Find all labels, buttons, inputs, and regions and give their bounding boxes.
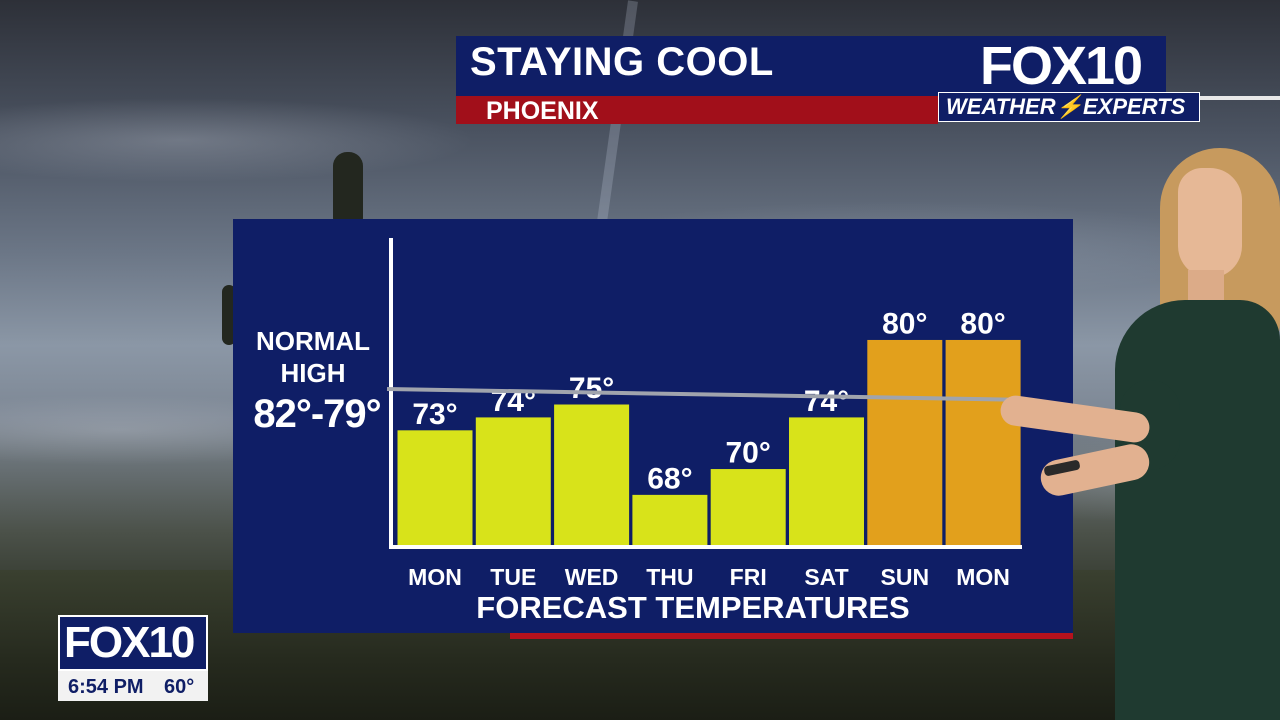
normal-high-line1: NORMAL — [255, 326, 371, 356]
chart-panel-accent — [510, 633, 1073, 639]
station-logo: FOX10 — [980, 36, 1143, 96]
category-label-2: WED — [565, 564, 619, 590]
value-labels-group: 73° 74° 75°68°70°74°80° 80° — [412, 307, 1005, 495]
value-label-4: 70° — [726, 437, 771, 470]
normal-high-line — [386, 387, 1035, 402]
bar-thu-3 — [631, 493, 709, 547]
weather-experts-box — [938, 92, 1200, 122]
value-label-6: 80° — [882, 307, 927, 340]
banner-rule — [1200, 96, 1280, 100]
bar-sat-5 — [788, 416, 865, 547]
category-label-6: SUN — [881, 564, 930, 590]
presenter-body — [1115, 300, 1280, 720]
bug-info-bar — [58, 671, 208, 701]
bar-sun-6 — [866, 338, 944, 547]
normal-high-range: 82°-79° — [253, 392, 381, 436]
saguaro-arm — [222, 285, 236, 345]
presenter-face — [1178, 168, 1242, 278]
bar-wed-2 — [553, 403, 631, 547]
bug-logo: FOX10 — [64, 618, 195, 667]
station-logo-box — [966, 36, 1166, 96]
category-label-7: MON — [956, 564, 1010, 590]
location-subtitle: PHOENIX — [486, 97, 599, 125]
category-label-1: TUE — [490, 564, 536, 590]
value-label-5: 74° — [804, 385, 849, 418]
tagline-right: EXPERTS — [1083, 94, 1186, 119]
lightning-icon: ⚡ — [1055, 94, 1083, 119]
bar-fri-4 — [709, 468, 787, 547]
subtitle-banner — [456, 96, 938, 124]
value-label-3: 68° — [647, 462, 692, 495]
bug-time: 6:54 PM — [68, 676, 144, 698]
normal-high-line2: HIGH — [280, 358, 346, 388]
chart-title: FORECAST TEMPERATURES — [476, 590, 910, 625]
value-label-7: 80° — [960, 307, 1005, 340]
saguaro-cactus — [333, 152, 363, 232]
bar-tue-1 — [474, 416, 552, 547]
bug-temperature: 60° — [164, 676, 195, 698]
value-label-2: 75° — [569, 372, 614, 405]
tagline-left: WEATHER — [946, 94, 1056, 119]
page-title: STAYING COOL — [470, 40, 774, 84]
category-label-3: THU — [646, 564, 693, 590]
bar-mon-0 — [396, 429, 474, 547]
category-labels-group: MON TUE WED THU FRI SAT SUN MON — [408, 564, 1010, 590]
category-label-0: MON — [408, 564, 462, 590]
category-label-5: SAT — [804, 564, 848, 590]
weather-experts-tagline: WEATHER⚡EXPERTS — [946, 94, 1185, 120]
value-label-0: 73° — [412, 398, 457, 431]
bar-mon-7 — [944, 338, 1022, 547]
category-label-4: FRI — [730, 564, 767, 590]
bars-group — [396, 338, 1022, 547]
title-banner — [456, 36, 966, 96]
bug-logo-box — [58, 615, 208, 671]
